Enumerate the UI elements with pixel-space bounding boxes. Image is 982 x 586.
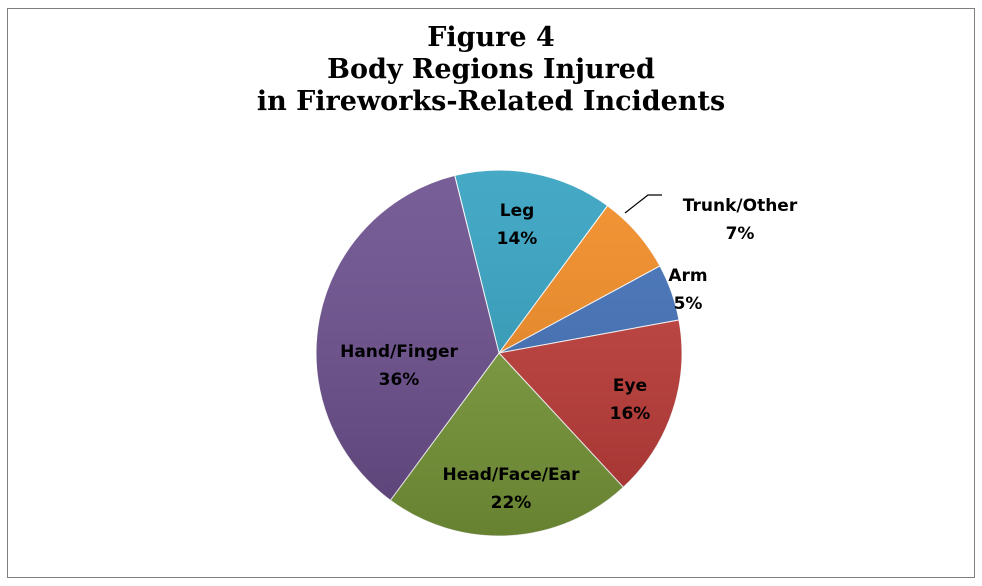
slice-label: Trunk/Other [683,196,798,216]
slice-percent-label: 5% [674,294,703,314]
chart-title: Figure 4 Body Regions Injured in Firewor… [0,22,982,118]
title-line-1: Figure 4 [427,22,555,53]
slice-label: Head/Face/Ear [443,465,581,485]
title-line-2: Body Regions Injured [327,54,655,85]
slice-percent-label: 16% [610,404,651,424]
slice-percent-label: 22% [491,493,532,513]
slice-percent-label: 36% [379,370,420,390]
slice-percent-label: 14% [497,229,538,249]
title-line-3: in Fireworks-Related Incidents [256,86,726,117]
slice-label: Hand/Finger [340,342,458,362]
slice-label: Leg [500,201,535,221]
trunk-other-leader-line [624,194,662,214]
slice-label: Eye [613,376,647,396]
slice-label: Arm [668,266,707,286]
slice-percent-label: 7% [726,224,755,244]
